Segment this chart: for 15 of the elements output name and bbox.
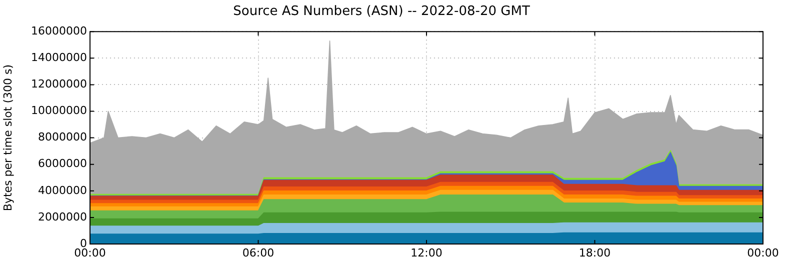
x-tick-label: 12:00 <box>410 246 442 260</box>
y-tick-label: 10000000 <box>31 104 87 118</box>
x-tick-label: 00:00 <box>74 246 106 260</box>
x-tick-label: 06:00 <box>242 246 274 260</box>
y-tick-label: 16000000 <box>31 24 87 38</box>
y-axis-title: Bytes per time slot (300 s) <box>1 64 14 212</box>
x-tick-label: 00:00 <box>747 246 779 260</box>
y-tick-label: 14000000 <box>31 51 87 64</box>
y-tick-label: 12000000 <box>31 78 87 91</box>
y-tick-label: 4000000 <box>38 184 87 197</box>
y-tick-label: 6000000 <box>38 157 87 170</box>
x-tick-label: 18:00 <box>578 246 611 260</box>
y-tick-label: 2000000 <box>38 210 87 224</box>
chart-title: Source AS Numbers (ASN) -- 2022-08-20 GMT <box>233 4 530 20</box>
y-tick-label: 8000000 <box>38 130 87 144</box>
